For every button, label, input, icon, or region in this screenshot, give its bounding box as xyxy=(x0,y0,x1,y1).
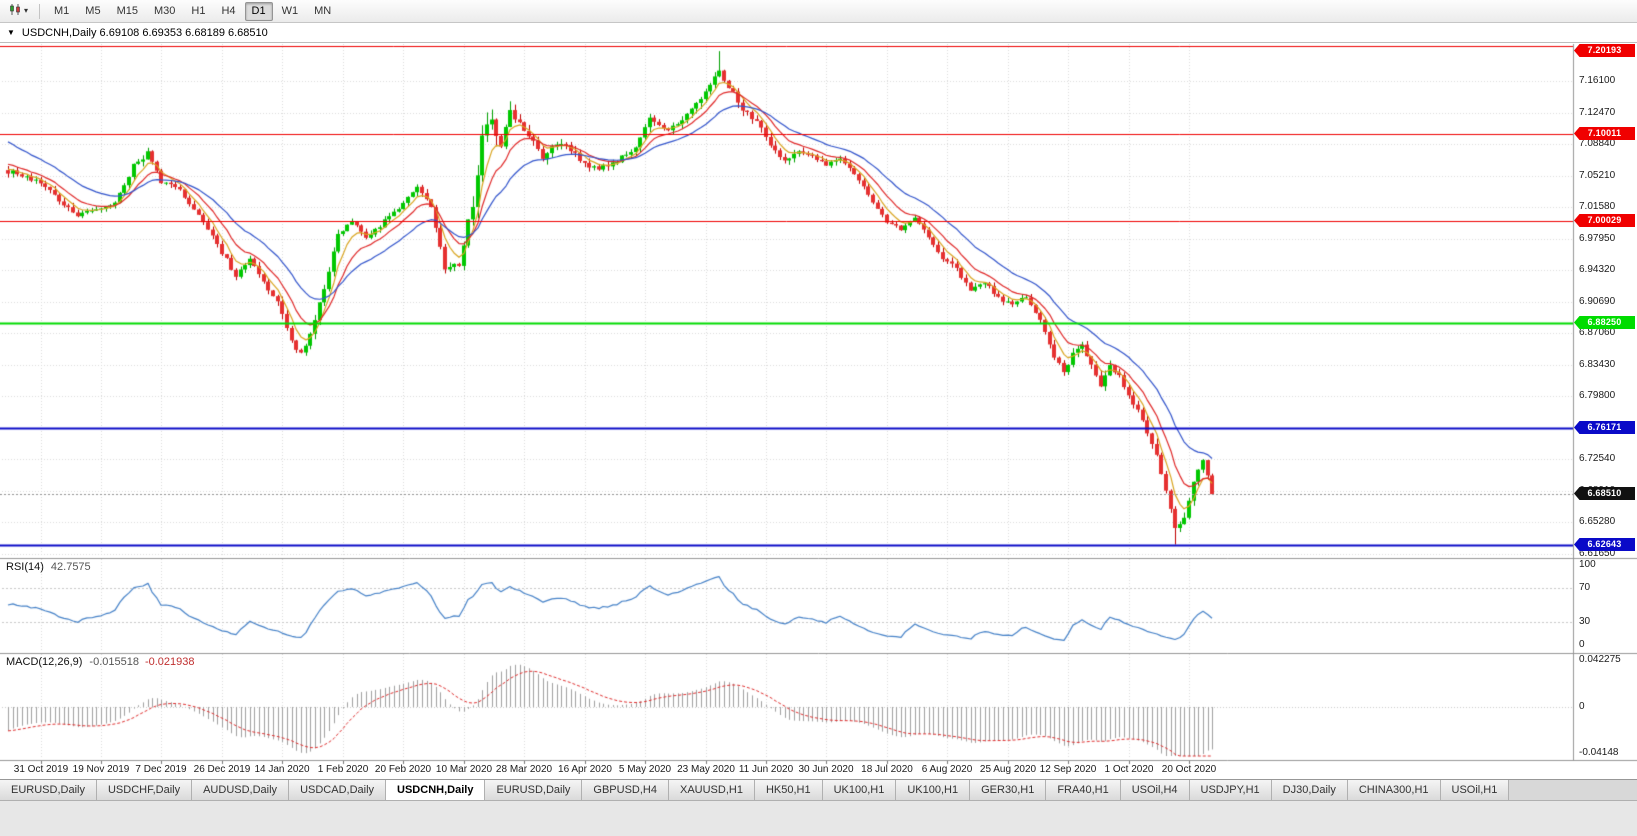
timeframe-button-m15[interactable]: M15 xyxy=(110,2,145,20)
timeframe-buttons-group: M1 M5 M15 M30 H1 H4 D1 W1 MN xyxy=(46,1,339,21)
chart-tab-xauusd-h1[interactable]: XAUUSD,H1 xyxy=(668,780,755,800)
chart-tab-uk100-h1[interactable]: UK100,H1 xyxy=(822,780,897,800)
chart-tab-fra40-h1[interactable]: FRA40,H1 xyxy=(1046,780,1121,800)
timeframe-button-d1[interactable]: D1 xyxy=(244,2,273,21)
price-scale[interactable] xyxy=(1573,44,1637,760)
timeframe-button-m30[interactable]: M30 xyxy=(147,2,182,20)
chart-tab-usdchf-daily[interactable]: USDCHF,Daily xyxy=(96,780,193,800)
chart-tab-china300-h1[interactable]: CHINA300,H1 xyxy=(1347,780,1441,800)
timeframe-button-h4[interactable]: H4 xyxy=(214,2,242,20)
chart-tab-gbpusd-h4[interactable]: GBPUSD,H4 xyxy=(582,780,669,800)
chart-tab-uk100-h1[interactable]: UK100,H1 xyxy=(896,780,971,800)
chart-tab-audusd-daily[interactable]: AUDUSD,Daily xyxy=(192,780,290,800)
chart-tab-ger30-h1[interactable]: GER30,H1 xyxy=(970,780,1047,800)
chart-tab-usdcad-daily[interactable]: USDCAD,Daily xyxy=(289,780,387,800)
chart-tab-usdjpy-h1[interactable]: USDJPY,H1 xyxy=(1189,780,1272,800)
chart-tab-eurusd-daily[interactable]: EURUSD,Daily xyxy=(485,780,583,800)
candlestick-chart-icon xyxy=(9,3,22,19)
chart-tab-usdcnh-daily[interactable]: USDCNH,Daily xyxy=(386,780,486,800)
chart-title: USDCNH,Daily 6.69108 6.69353 6.68189 6.6… xyxy=(21,26,268,39)
chart-tab-hk50-h1[interactable]: HK50,H1 xyxy=(754,780,823,800)
chart-tab-usoil-h4[interactable]: USOil,H4 xyxy=(1120,780,1190,800)
chart-tab-usoil-h1[interactable]: USOil,H1 xyxy=(1440,780,1510,800)
timeframe-button-h1[interactable]: H1 xyxy=(184,2,212,20)
status-bar xyxy=(0,800,1637,836)
chart-tab-dj30-daily[interactable]: DJ30,Daily xyxy=(1271,780,1348,800)
toolbar-separator xyxy=(39,3,41,19)
chart-tab-bar: EURUSD,Daily USDCHF,Daily AUDUSD,Daily USDC… xyxy=(0,779,1637,800)
chart-type-button[interactable]: ▾ xyxy=(4,1,33,21)
collapse-chart-icon[interactable]: ▼ xyxy=(7,28,15,37)
time-scale[interactable] xyxy=(0,760,1573,779)
timeframe-toolbar: ▾ M1 M5 M15 M30 H1 H4 D1 W1 MN xyxy=(0,0,1637,23)
chart-title-bar[interactable]: ▼ USDCNH,Daily 6.69108 6.69353 6.68189 6… xyxy=(0,23,1637,43)
chart-tab-eurusd-daily[interactable]: EURUSD,Daily xyxy=(0,780,97,800)
timeframe-button-mn[interactable]: MN xyxy=(307,2,338,20)
timeframe-button-m1[interactable]: M1 xyxy=(47,2,76,20)
timeframe-button-m5[interactable]: M5 xyxy=(78,2,107,20)
chevron-down-icon: ▾ xyxy=(24,6,29,15)
timeframe-button-w1[interactable]: W1 xyxy=(275,2,306,20)
